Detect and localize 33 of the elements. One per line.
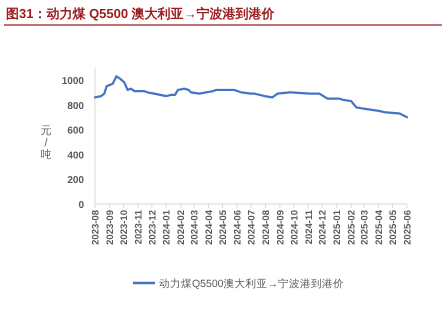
- x-tick-label: 2025-03: [360, 210, 371, 245]
- legend-label: 动力煤Q5500澳大利亚→宁波港到港价: [159, 277, 344, 290]
- y-tick-label: 1000: [62, 76, 84, 87]
- y-tick-label: 400: [67, 150, 84, 162]
- x-tick-label: 2024-05: [218, 209, 230, 245]
- x-tick-label: 2024-10: [289, 210, 300, 245]
- y-tick-label: 600: [67, 126, 84, 137]
- x-tick-label: 2025-04: [374, 209, 386, 245]
- x-tick-label: 2023-12: [147, 210, 158, 245]
- x-tick-label: 2025-01: [332, 209, 344, 245]
- x-tick-label: 2025-02: [346, 210, 358, 245]
- x-tick-label: 2024-06: [232, 210, 244, 245]
- x-tick-label: 2024-09: [275, 210, 286, 245]
- x-tick-label: 2023-08: [90, 210, 102, 245]
- x-tick-label: 2023-09: [104, 210, 116, 245]
- x-tick-label: 2024-07: [246, 210, 258, 245]
- y-tick-label: 200: [67, 175, 84, 186]
- line-series: [94, 75, 408, 118]
- x-tick-label: 2023-11: [133, 209, 144, 244]
- x-tick-label: 2024-12: [318, 210, 329, 245]
- chart-title: 图31：动力煤 Q5500 澳大利亚→宁波港到港价: [6, 6, 276, 21]
- x-tick-label: 2023-10: [118, 210, 130, 245]
- x-tick-label: 2024-01: [162, 209, 173, 245]
- x-tick-label: 2024-11: [304, 209, 315, 244]
- x-tick-label: 2024-02: [176, 210, 188, 245]
- x-tick-label: 2025-06: [402, 210, 414, 245]
- y-tick-label: 0: [78, 200, 84, 211]
- x-tick-label: 2025-05: [388, 209, 400, 245]
- x-tick-label: 2024-08: [260, 210, 272, 245]
- x-tick-label: 2024-03: [190, 210, 201, 245]
- x-tick-label: 2024-04: [204, 209, 216, 245]
- y-axis-title: 元/吨: [40, 124, 52, 161]
- y-tick-label: 800: [67, 100, 84, 112]
